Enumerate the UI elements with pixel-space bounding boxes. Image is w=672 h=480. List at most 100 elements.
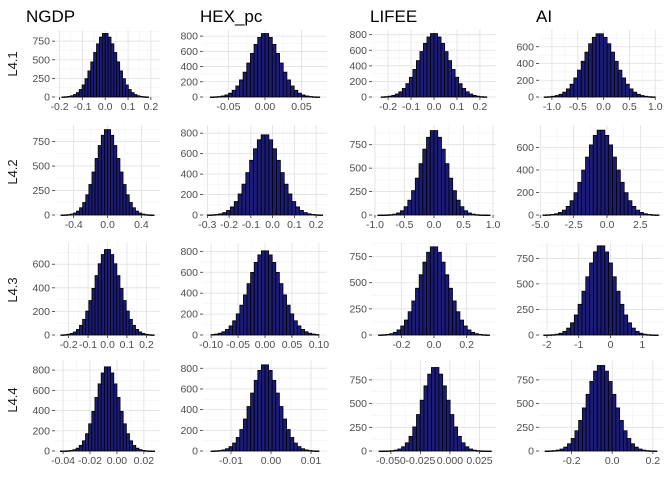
histogram-bar [91,287,96,336]
histogram-bar [585,393,591,452]
histogram-bar [619,181,625,216]
y-tick-label: 0 [192,92,198,104]
histogram-bar [595,33,601,98]
histogram-bar [615,290,621,336]
histogram-bar [431,367,436,452]
column-title-lifee: LIFEE [370,7,417,26]
histogram-bar [293,442,298,452]
histogram-bar [135,329,140,336]
histogram-bar [593,370,598,452]
histogram-bar [482,214,487,216]
histogram-bar [315,96,321,98]
histogram-bar [452,300,457,336]
histogram-bar [141,450,146,452]
histogram-bar [278,406,284,452]
row-label-l43: L4.3 [5,277,20,302]
y-tick-label: 800 [180,246,198,258]
panel-ngdp-l41: -0.2 -0.1 0.0 0.1 0.2 0 250 500 750 [32,30,160,113]
x-tick-label: -0.050 [376,455,406,467]
histogram-bar [125,194,130,216]
histogram-bar [271,43,277,98]
histogram-bar [242,71,248,98]
histogram-bar [81,84,86,98]
histogram-bar [418,274,424,336]
histogram-bar [116,397,121,452]
x-tick-label: 2.5 [633,219,648,231]
x-tick-label: -0.2 [60,339,78,351]
histogram-bar [110,43,115,98]
histogram-bar [474,333,479,336]
histogram-bar [239,79,244,98]
y-tick-label: 400 [180,288,198,300]
histogram-bar [235,85,240,98]
y-tick-label: 200 [180,425,198,437]
histogram-bar [639,212,644,216]
x-tick-label: -0.05 [226,339,250,351]
histogram-bar [81,440,86,452]
histogram-bar [429,246,435,336]
histogram-bar [257,369,262,452]
histogram-bar [222,212,227,216]
histogram-bar [243,294,248,336]
histogram-bar [570,322,575,336]
histogram-bar [226,210,231,216]
histogram-bar [444,51,449,98]
histogram-bar [577,69,582,98]
histogram-bar [394,93,400,98]
x-tick-label: 0.5 [622,101,637,113]
histogram-bar [107,366,112,452]
histogram-bar [551,334,556,336]
histogram-bar [93,52,97,98]
histogram-bar [388,214,394,216]
histogram-bar [271,262,277,336]
x-tick-label: 0.00 [261,455,282,467]
histogram-bar [596,365,602,452]
histogram-bar [275,272,280,336]
histogram-bar [554,95,560,98]
x-tick-label: 0.1 [120,339,135,351]
histogram-bar [129,440,134,452]
histogram-bar [616,169,621,216]
histogram-bar [85,310,90,336]
histogram-bar [119,287,124,336]
histogram-bar [253,148,258,216]
x-tick-label: 0.0 [596,101,611,113]
histogram-bar [279,62,284,98]
y-tick-label: 750 [516,374,534,386]
histogram-bar [287,193,293,216]
histogram-bar [600,245,606,336]
histogram-bar [289,437,295,452]
x-tick-label: 0 [608,339,614,351]
histogram-bar [542,214,548,216]
x-tick-label: 1.0 [648,101,663,113]
y-tick-label: 750 [349,374,367,386]
histogram-bar [144,450,149,452]
histogram-bar [253,43,259,98]
histogram-bar [642,333,648,336]
histogram-bar [543,96,549,98]
y-tick-label: 400 [32,405,50,417]
histogram-bar [85,194,90,216]
y-tick-label: 600 [180,383,198,395]
histogram-bar [110,134,115,216]
histogram-bar [135,447,140,452]
histogram-bar [426,136,431,216]
x-tick-label: 0.0 [100,339,115,351]
histogram-bar [396,329,402,336]
y-tick-label: 600 [516,41,534,53]
histogram-bar [307,332,313,336]
histogram-bar [275,392,280,452]
histogram-bar [408,76,414,98]
histogram-bar [584,51,589,98]
histogram-bar [125,310,130,336]
x-tick-label: 0.2 [646,455,661,467]
histogram-bar [250,272,255,336]
histogram-bar [381,214,386,216]
histogram-bar [654,334,659,336]
histogram-bar [591,36,597,98]
x-tick-label: 0.0 [605,455,620,467]
histogram-bar [286,79,291,98]
histogram-bar [145,96,149,98]
histogram-bar [472,94,477,98]
histogram-bar [433,246,439,336]
